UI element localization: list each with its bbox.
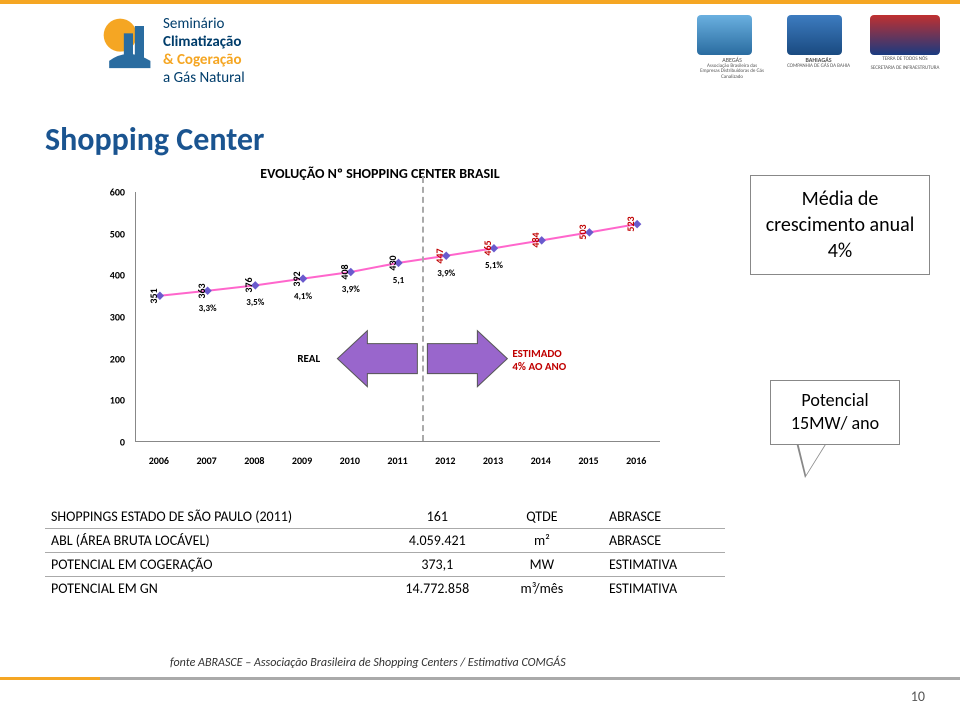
real-label: REAL [297,352,320,365]
y-tick: 400 [110,269,125,282]
table-cell: ABL (ÁREA BRUTA LOCÁVEL) [45,529,380,553]
seminar-line3: & Cogeração [163,51,245,69]
table-cell: POTENCIAL EM COGERAÇÃO [45,553,380,577]
growth-label: 4,1% [294,291,312,302]
seminar-line4: a Gás Natural [163,69,245,87]
x-label: 2010 [326,454,374,467]
partner-sub-1: COMPANHIA DE GÁS DA BAHIA [787,64,850,70]
table-cell: 4.059.421 [380,529,495,553]
divider-line [422,177,424,441]
chart: EVOLUÇÃO Nº SHOPPING CENTER BRASIL 0 100 2… [100,165,660,495]
table-cell: QTDE [495,505,589,529]
header: Seminário Climatização & Cogeração a Gás… [0,0,960,115]
footer-bar [0,677,960,680]
table-cell: 373,1 [380,553,495,577]
section-title: Shopping Center [45,120,264,159]
x-axis: 2006200720082009201020112012201320142015… [135,454,660,467]
y-tick: 600 [110,186,125,199]
partner-bahiagas: BAHIAGÁS COMPANHIA DE GÁS DA BAHIA [787,15,850,69]
growth-label: 5,1 [393,275,404,286]
seminar-icon [100,15,155,70]
bahiagas-icon [787,15,842,55]
table-cell: 14.772.858 [380,577,495,601]
table-row: POTENCIAL EM COGERAÇÃO373,1MWESTIMATIVA [45,553,725,577]
footnote: fonte ABRASCE – Associação Brasileira de… [170,656,566,670]
bahia-icon [870,15,940,55]
table-cell: POTENCIAL EM GN [45,577,380,601]
table-cell: ABRASCE [589,505,725,529]
partner-sub-0: Associação Brasileira das Empresas Distr… [697,64,767,81]
growth-label: 3,5% [246,297,264,308]
data-label: 351 [147,288,160,303]
table-cell: MW [495,553,589,577]
x-label: 2008 [230,454,278,467]
callout1-l2: crescimento anual [766,213,915,237]
x-label: 2009 [278,454,326,467]
table-row: POTENCIAL EM GN14.772.858m³/mêsESTIMATIV… [45,577,725,601]
x-label: 2012 [421,454,469,467]
abegas-icon [697,15,752,55]
x-label: 2015 [565,454,613,467]
x-label: 2006 [135,454,183,467]
callout2-l2: 15MW/ ano [791,412,879,434]
x-label: 2016 [612,454,660,467]
page-number: 10 [911,688,925,705]
data-label: 503 [576,225,589,240]
partner-bahia: TERRA DE TODOS NÓS SECRETARIA DE INFRAES… [870,15,940,71]
y-tick: 200 [110,352,125,365]
partner-abegas: ABEGÁS Associação Brasileira das Empresa… [697,15,767,80]
plot-region: 351 363 3,3% 376 3,5% 392 4,1% 408 3,9% 430 5,1 447… [135,192,660,442]
data-label: 484 [529,233,542,248]
callout-growth: Média de crescimento anual 4% [750,175,930,275]
header-accent-line [0,0,960,4]
data-label: 430 [386,255,399,270]
seminar-logo: Seminário Climatização & Cogeração a Gás… [100,15,245,87]
y-tick: 300 [110,311,125,324]
growth-label: 5,1% [485,260,503,271]
partner-logos: ABEGÁS Associação Brasileira das Empresa… [697,15,940,80]
estimated-label: ESTIMADO4% AO ANO [512,347,566,373]
y-tick: 500 [110,227,125,240]
data-label: 392 [290,271,303,286]
data-label: 408 [338,264,351,279]
table-row: SHOPPINGS ESTADO DE SÃO PAULO (2011)161Q… [45,505,725,529]
chart-title: EVOLUÇÃO Nº SHOPPING CENTER BRASIL [100,165,660,182]
data-label: 363 [195,283,208,298]
x-label: 2011 [374,454,422,467]
table-cell: 161 [380,505,495,529]
partner-sub2-b: SECRETARIA DE INFRAESTRUTURA [870,66,940,72]
data-label: 447 [433,248,446,263]
table-cell: ESTIMATIVA [589,553,725,577]
x-label: 2007 [183,454,231,467]
growth-label: 3,9% [342,284,360,295]
table-cell: m² [495,529,589,553]
table-cell: SHOPPINGS ESTADO DE SÃO PAULO (2011) [45,505,380,529]
seminar-text: Seminário Climatização & Cogeração a Gás… [163,15,245,87]
data-table: SHOPPINGS ESTADO DE SÃO PAULO (2011)161Q… [45,505,725,600]
y-tick: 0 [120,436,125,449]
data-label: 465 [481,241,494,256]
table-row: ABL (ÁREA BRUTA LOCÁVEL)4.059.421m²ABRAS… [45,529,725,553]
y-tick: 100 [110,394,125,407]
seminar-line2: Climatização [163,33,245,51]
callout2-l1: Potencial [801,389,868,411]
growth-label: 3,9% [437,268,455,279]
partner-sub2-a: TERRA DE TODOS NÓS [870,57,940,63]
table-cell: ABRASCE [589,529,725,553]
x-label: 2014 [517,454,565,467]
data-label: 523 [624,216,637,231]
growth-label: 3,3% [199,303,217,314]
table-cell: ESTIMATIVA [589,577,725,601]
table-cell: m³/mês [495,577,589,601]
data-label: 376 [242,278,255,293]
y-axis: 0100200300400500600 [100,192,130,442]
callout1-l1: Média de [802,187,879,211]
chart-plot: 0100200300400500600 3513633,3%3763,5%392… [100,192,660,472]
seminar-line1: Seminário [163,15,245,33]
callout1-l3: 4% [828,239,852,263]
callout-potential: Potencial 15MW/ ano [770,380,900,445]
x-label: 2013 [469,454,517,467]
